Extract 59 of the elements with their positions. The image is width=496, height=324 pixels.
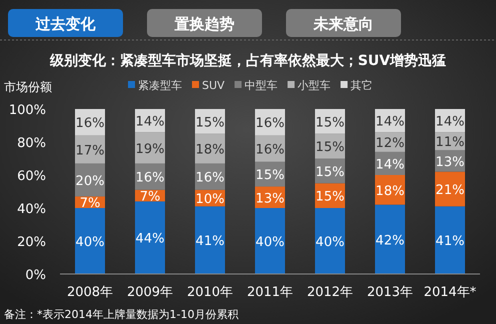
chart-title: 级别变化：紧凑型车市场坚挺，占有率依然最大；SUV增势迅猛 bbox=[48, 52, 446, 69]
data-label: 18% bbox=[196, 142, 224, 158]
data-label: 21% bbox=[436, 183, 464, 198]
x-tick-label: 2013年 bbox=[366, 285, 414, 300]
y-tick-label: 60% bbox=[17, 169, 46, 184]
data-label: 42% bbox=[376, 233, 404, 248]
data-label: 17% bbox=[76, 143, 104, 158]
data-label: 40% bbox=[256, 235, 284, 250]
text: 未来意向 bbox=[312, 15, 374, 33]
data-label: 12% bbox=[376, 136, 404, 151]
data-label: 16% bbox=[76, 116, 104, 132]
legend-label: 中型车 bbox=[244, 79, 278, 92]
data-label: 14% bbox=[136, 114, 164, 130]
text: 备注：*表示2014年上牌量数据为1-10月份累积 bbox=[4, 308, 238, 321]
data-label: 16% bbox=[256, 116, 284, 132]
legend-label: 紧凑型车 bbox=[138, 79, 182, 92]
data-label: 44% bbox=[136, 232, 164, 247]
text: 过去变化 bbox=[34, 15, 96, 33]
data-label: 15% bbox=[316, 140, 344, 156]
data-label: 7% bbox=[140, 190, 160, 205]
data-label: 7% bbox=[80, 196, 100, 212]
data-label: 41% bbox=[196, 234, 224, 250]
data-label: 16% bbox=[196, 170, 224, 186]
data-label: 14% bbox=[376, 157, 404, 172]
x-tick-label: 2010年 bbox=[186, 285, 234, 300]
legend-label: 小型车 bbox=[298, 79, 331, 92]
data-label: 19% bbox=[136, 142, 164, 157]
data-label: 11% bbox=[436, 135, 464, 150]
legend-label: SUV bbox=[202, 79, 226, 92]
data-label: 15% bbox=[196, 115, 224, 130]
y-tick-label: 100% bbox=[8, 103, 46, 118]
data-label: 15% bbox=[316, 190, 344, 205]
y-tick-label: 40% bbox=[17, 202, 46, 217]
data-label: 18% bbox=[376, 184, 404, 199]
data-label: 16% bbox=[136, 170, 164, 186]
data-label: 40% bbox=[316, 235, 344, 250]
y-tick-label: 0% bbox=[25, 268, 46, 283]
data-label: 15% bbox=[316, 164, 344, 180]
y-tick-label: 80% bbox=[17, 136, 46, 151]
legend-label: 其它 bbox=[350, 79, 373, 92]
y-axis-title: 市场份额 bbox=[4, 80, 52, 94]
data-label: 40% bbox=[76, 235, 104, 250]
data-label: 14% bbox=[436, 114, 464, 130]
x-tick-label: 2008年 bbox=[66, 285, 114, 300]
data-label: 10% bbox=[196, 192, 224, 208]
data-label: 16% bbox=[256, 142, 284, 158]
x-tick-label: 2012年 bbox=[306, 285, 354, 300]
x-tick-label: 2009年 bbox=[126, 285, 174, 300]
data-label: 14% bbox=[376, 114, 404, 130]
x-tick-label: 2014年* bbox=[424, 285, 477, 300]
data-label: 20% bbox=[76, 174, 104, 189]
y-tick-label: 20% bbox=[17, 235, 46, 250]
data-label: 15% bbox=[256, 168, 284, 184]
data-label: 13% bbox=[256, 191, 284, 206]
x-tick-label: 2011年 bbox=[246, 285, 294, 300]
data-label: 15% bbox=[316, 115, 344, 130]
data-label: 13% bbox=[436, 154, 464, 170]
text: 置换趋势 bbox=[174, 15, 234, 33]
data-label: 41% bbox=[436, 234, 464, 250]
